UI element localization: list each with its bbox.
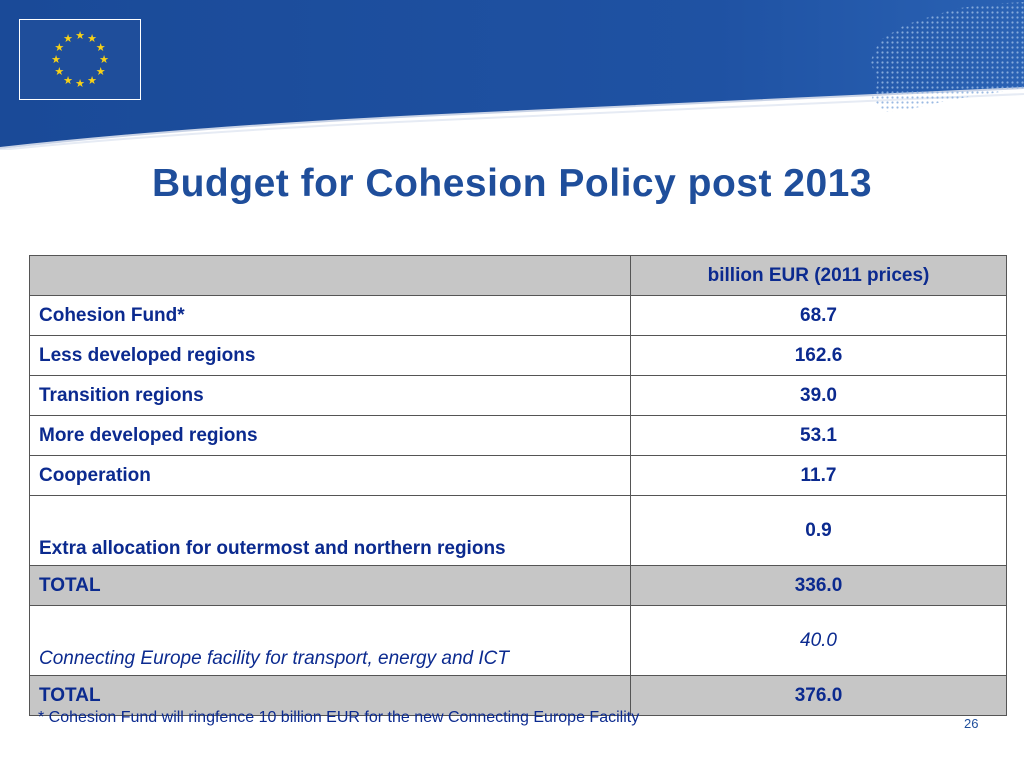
svg-text:★: ★: [54, 41, 64, 54]
row-value: 53.1: [630, 415, 1007, 456]
row-value: 162.6: [630, 335, 1007, 376]
header-label-cell: [29, 255, 631, 296]
table-row: Less developed regions 162.6: [29, 335, 1007, 376]
table-row: More developed regions 53.1: [29, 415, 1007, 456]
svg-text:★: ★: [96, 41, 106, 54]
svg-text:★: ★: [96, 65, 106, 78]
row-label: Less developed regions: [29, 335, 631, 376]
table-row: Cohesion Fund* 68.7: [29, 295, 1007, 336]
total-value: 336.0: [630, 565, 1007, 606]
svg-text:★: ★: [99, 53, 109, 66]
svg-text:★: ★: [63, 32, 73, 45]
svg-text:★: ★: [51, 53, 61, 66]
total-row: TOTAL 336.0: [29, 565, 1007, 606]
row-value: 39.0: [630, 375, 1007, 416]
budget-table: billion EUR (2011 prices) Cohesion Fund*…: [29, 255, 1007, 716]
row-value: 68.7: [630, 295, 1007, 336]
row-label: Cooperation: [29, 455, 631, 496]
svg-text:★: ★: [63, 74, 73, 87]
row-value: 40.0: [630, 605, 1007, 676]
row-value: 0.9: [630, 495, 1007, 566]
header-value-cell: billion EUR (2011 prices): [630, 255, 1007, 296]
row-value: 11.7: [630, 455, 1007, 496]
row-label: Connecting Europe facility for transport…: [29, 605, 631, 676]
table-header-row: billion EUR (2011 prices): [29, 255, 1007, 296]
europe-map-icon: [870, 2, 1024, 112]
grand-total-row: TOTAL 376.0: [29, 675, 1007, 716]
page-title: Budget for Cohesion Policy post 2013: [151, 162, 873, 205]
svg-text:★: ★: [87, 74, 97, 87]
footnote: * Cohesion Fund will ringfence 10 billio…: [38, 709, 640, 726]
table-row: Extra allocation for outermost and north…: [29, 495, 1007, 566]
grand-total-label: TOTAL: [29, 675, 631, 716]
svg-text:★: ★: [75, 77, 85, 90]
row-label: Transition regions: [29, 375, 631, 416]
row-label: Extra allocation for outermost and north…: [29, 495, 631, 566]
svg-text:★: ★: [54, 65, 64, 78]
svg-text:★: ★: [87, 32, 97, 45]
grand-total-value: 376.0: [630, 675, 1007, 716]
total-label: TOTAL: [29, 565, 631, 606]
table-row: Connecting Europe facility for transport…: [29, 605, 1007, 676]
table-row: Transition regions 39.0: [29, 375, 1007, 416]
row-label: More developed regions: [29, 415, 631, 456]
svg-text:★: ★: [75, 29, 85, 42]
table-row: Cooperation 11.7: [29, 455, 1007, 496]
eu-flag-icon: ★ ★ ★ ★ ★ ★ ★ ★ ★ ★ ★ ★: [19, 19, 141, 100]
page-number: 26: [964, 716, 979, 731]
row-label: Cohesion Fund*: [29, 295, 631, 336]
slide-header: [0, 0, 1024, 150]
